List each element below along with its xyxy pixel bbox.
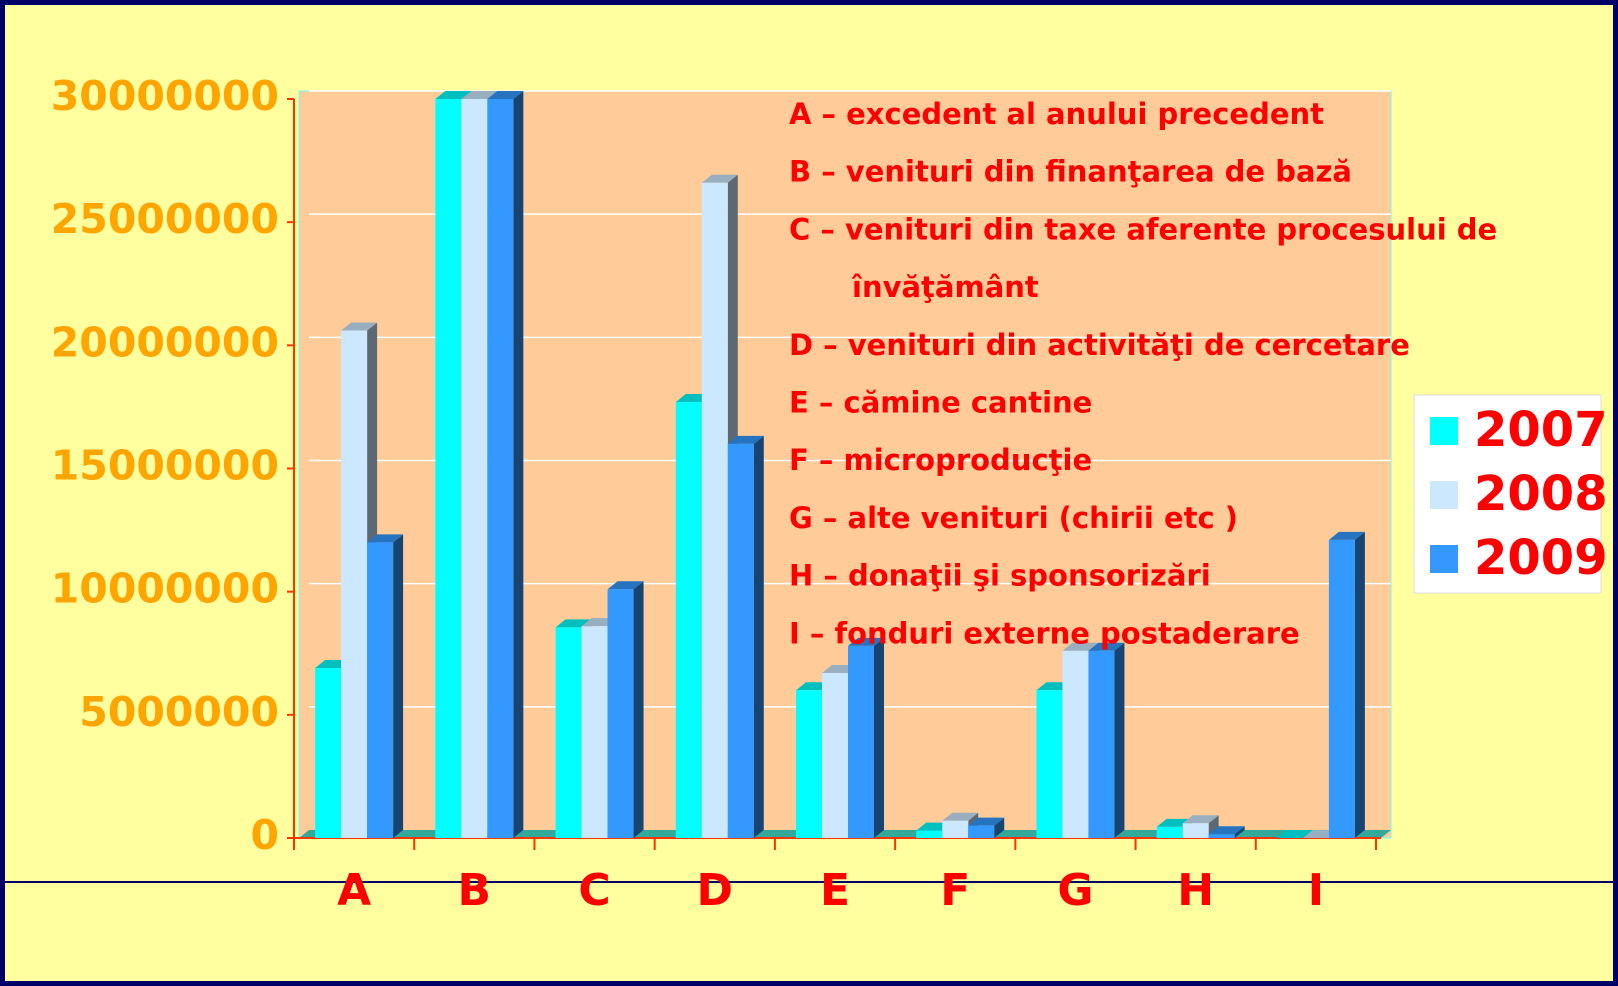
bar-top xyxy=(942,812,979,821)
bar xyxy=(1208,834,1235,838)
bar-top xyxy=(1062,642,1099,651)
x-tick-label: I xyxy=(1308,865,1324,916)
bar-side xyxy=(1234,826,1245,838)
annotation: B – venituri din finanţarea de bază xyxy=(789,155,1352,189)
bar-top xyxy=(1088,642,1125,651)
bar xyxy=(487,99,514,838)
x-tick-label: C xyxy=(578,865,610,916)
bar-top xyxy=(1182,815,1219,824)
y-tick-label: 15000000 xyxy=(51,442,279,490)
bar xyxy=(581,626,608,838)
x-tick-label: G xyxy=(1057,865,1093,916)
y-tick-label: 20000000 xyxy=(51,318,279,366)
bar-top xyxy=(968,817,1005,826)
legend-label: 2007 xyxy=(1474,402,1608,458)
annotation: F – microproducţie xyxy=(789,443,1092,477)
bar xyxy=(315,668,342,838)
bar xyxy=(341,330,368,838)
bar xyxy=(367,542,394,838)
x-tick-label: H xyxy=(1177,865,1214,916)
bar-top xyxy=(487,91,524,99)
bar-top xyxy=(1328,531,1365,540)
bar-top xyxy=(607,581,644,590)
bar xyxy=(848,645,874,838)
y-tick-label: 25000000 xyxy=(51,195,279,243)
annotation: învăţământ xyxy=(851,270,1039,304)
legend-label: 2009 xyxy=(1474,530,1608,586)
bar xyxy=(1062,650,1089,838)
annotation: H – donaţii şi sponsorizări xyxy=(789,559,1211,593)
bar-top xyxy=(1276,830,1313,838)
bar xyxy=(607,589,634,838)
x-tick-label: D xyxy=(697,865,734,916)
bar-side xyxy=(393,534,404,838)
bar xyxy=(675,401,702,838)
legend-swatch xyxy=(1430,545,1458,573)
bar-side xyxy=(513,91,524,838)
annotation: D – venituri din activităţi de cercetare xyxy=(789,328,1410,362)
bar-top xyxy=(435,91,472,99)
bar-top xyxy=(1208,826,1245,835)
x-tick-label: A xyxy=(337,865,371,916)
y-tick-label: 0 xyxy=(250,811,279,859)
bar xyxy=(968,825,995,838)
bar xyxy=(1182,823,1209,838)
annotation: I – fonduri externe postaderare xyxy=(789,616,1300,650)
bar xyxy=(555,627,582,838)
bar-side xyxy=(633,581,644,838)
bar-top xyxy=(367,534,404,543)
annotation: C – venituri din taxe aferente procesulu… xyxy=(789,212,1497,246)
legend-label: 2008 xyxy=(1474,466,1608,522)
bar-top xyxy=(848,637,884,646)
bar xyxy=(435,99,462,838)
bar-side xyxy=(874,637,884,838)
bar-top xyxy=(341,322,378,331)
annotation: E – cămine cantine xyxy=(789,386,1092,420)
bar xyxy=(1156,826,1183,838)
bar xyxy=(461,99,488,838)
x-tick-label: E xyxy=(820,865,850,916)
bar-side xyxy=(753,435,764,838)
x-tick-label: F xyxy=(940,865,970,916)
bar-top xyxy=(727,435,764,444)
y-tick-label: 30000000 xyxy=(51,72,279,120)
bar xyxy=(1036,690,1063,838)
bar-top xyxy=(701,174,738,183)
bar-side xyxy=(1114,642,1125,838)
bar-side xyxy=(1354,531,1365,838)
bar-top xyxy=(461,91,498,99)
bar xyxy=(701,182,728,839)
legend-swatch xyxy=(1430,481,1458,509)
bar xyxy=(1328,539,1355,838)
bar xyxy=(916,830,943,838)
bar-side xyxy=(994,817,1005,838)
annotation: G – alte venituri (chirii etc ) xyxy=(789,501,1238,535)
bar xyxy=(942,820,969,838)
legend-swatch xyxy=(1430,417,1458,445)
x-tick-label: B xyxy=(458,865,492,916)
bar xyxy=(727,443,754,838)
bar xyxy=(796,690,822,838)
y-tick-label: 5000000 xyxy=(79,688,279,736)
bar xyxy=(1088,650,1115,838)
bar xyxy=(822,672,848,838)
annotation: A – excedent al anului precedent xyxy=(789,97,1324,131)
y-tick-label: 10000000 xyxy=(51,565,279,613)
